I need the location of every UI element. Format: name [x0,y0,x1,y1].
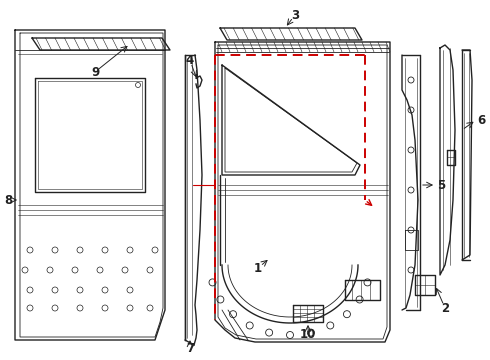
Text: 2: 2 [441,302,449,315]
Text: 5: 5 [437,179,445,192]
Text: 1: 1 [254,261,262,274]
Text: 3: 3 [291,9,299,22]
Text: 6: 6 [477,113,485,126]
Text: 10: 10 [300,328,316,342]
Text: 9: 9 [91,66,99,78]
Text: 8: 8 [4,194,12,207]
Text: 7: 7 [186,342,194,355]
Text: 4: 4 [186,54,194,67]
